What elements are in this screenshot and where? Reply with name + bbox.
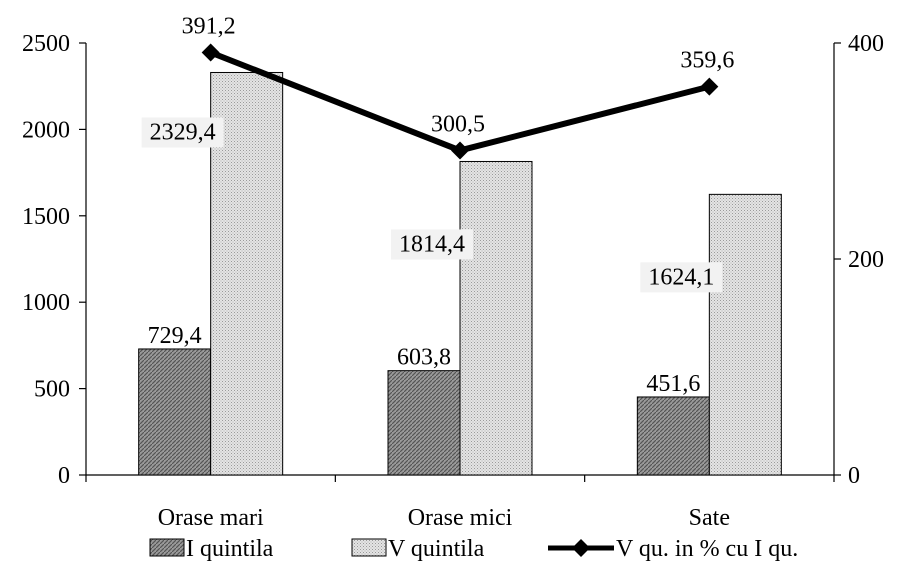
legend-label-2: V qu. in % cu I qu. <box>616 536 798 562</box>
line-layer <box>201 43 719 160</box>
y-left-tick-label: 1000 <box>22 290 70 316</box>
x-category-label: Sate <box>689 505 730 531</box>
y-left-tick-label: 500 <box>34 377 70 403</box>
y-left-tick-label: 2000 <box>22 117 70 143</box>
legend-diamond-icon <box>572 539 590 557</box>
y-left-tick-label: 1500 <box>22 204 70 230</box>
bar-v-quintila-1 <box>459 160 533 476</box>
legend-label-0: I quintila <box>186 536 274 562</box>
data-labels-layer: 729,4 603,8 451,6 2329,4 1814,4 1624,1 391,2 30… <box>141 14 734 397</box>
data-label-v-quintila: 2329,4 <box>150 119 216 145</box>
data-label-v-quintila: 1624,1 <box>648 264 714 290</box>
data-label-i-quintila: 451,6 <box>646 371 700 397</box>
bar-i-quintila-2 <box>636 396 710 476</box>
legend-swatch-0 <box>149 538 185 557</box>
y-left-tick-label: 2500 <box>22 31 70 57</box>
y-right-tick-label: 200 <box>848 247 884 273</box>
legend: I quintila V quintila V qu. in % cu I qu. <box>149 536 798 562</box>
y-right-tick-label: 0 <box>848 463 860 489</box>
data-label-v-quintila: 1814,4 <box>399 231 465 257</box>
data-label-ratio: 359,6 <box>680 48 734 74</box>
data-label-ratio: 391,2 <box>182 14 236 40</box>
bar-i-quintila-0 <box>138 348 212 476</box>
legend-label-1: V quintila <box>388 536 485 562</box>
data-label-box-v-quintila <box>391 229 473 260</box>
data-label-i-quintila: 729,4 <box>148 323 202 349</box>
data-label-box-v-quintila <box>141 117 224 148</box>
y-right-tick-label: 400 <box>848 31 884 57</box>
data-label-i-quintila: 603,8 <box>397 345 451 371</box>
line-marker-1 <box>451 141 469 160</box>
x-category-label: Orase mici <box>408 505 513 531</box>
bars-layer <box>138 71 782 476</box>
data-label-box-v-quintila <box>640 262 723 293</box>
legend-swatch-1 <box>351 538 387 557</box>
axes-layer: 0 500 1000 1500 2000 2500 0 200 400 Orase mari Ora… <box>22 31 884 531</box>
y-left-tick-label: 0 <box>58 463 70 489</box>
line-marker-2 <box>700 77 719 96</box>
data-label-ratio: 300,5 <box>431 111 485 137</box>
bar-i-quintila-1 <box>387 370 461 476</box>
x-category-label: Orase mari <box>158 505 264 531</box>
bar-v-quintila-2 <box>708 193 782 476</box>
line-marker-0 <box>201 43 220 62</box>
